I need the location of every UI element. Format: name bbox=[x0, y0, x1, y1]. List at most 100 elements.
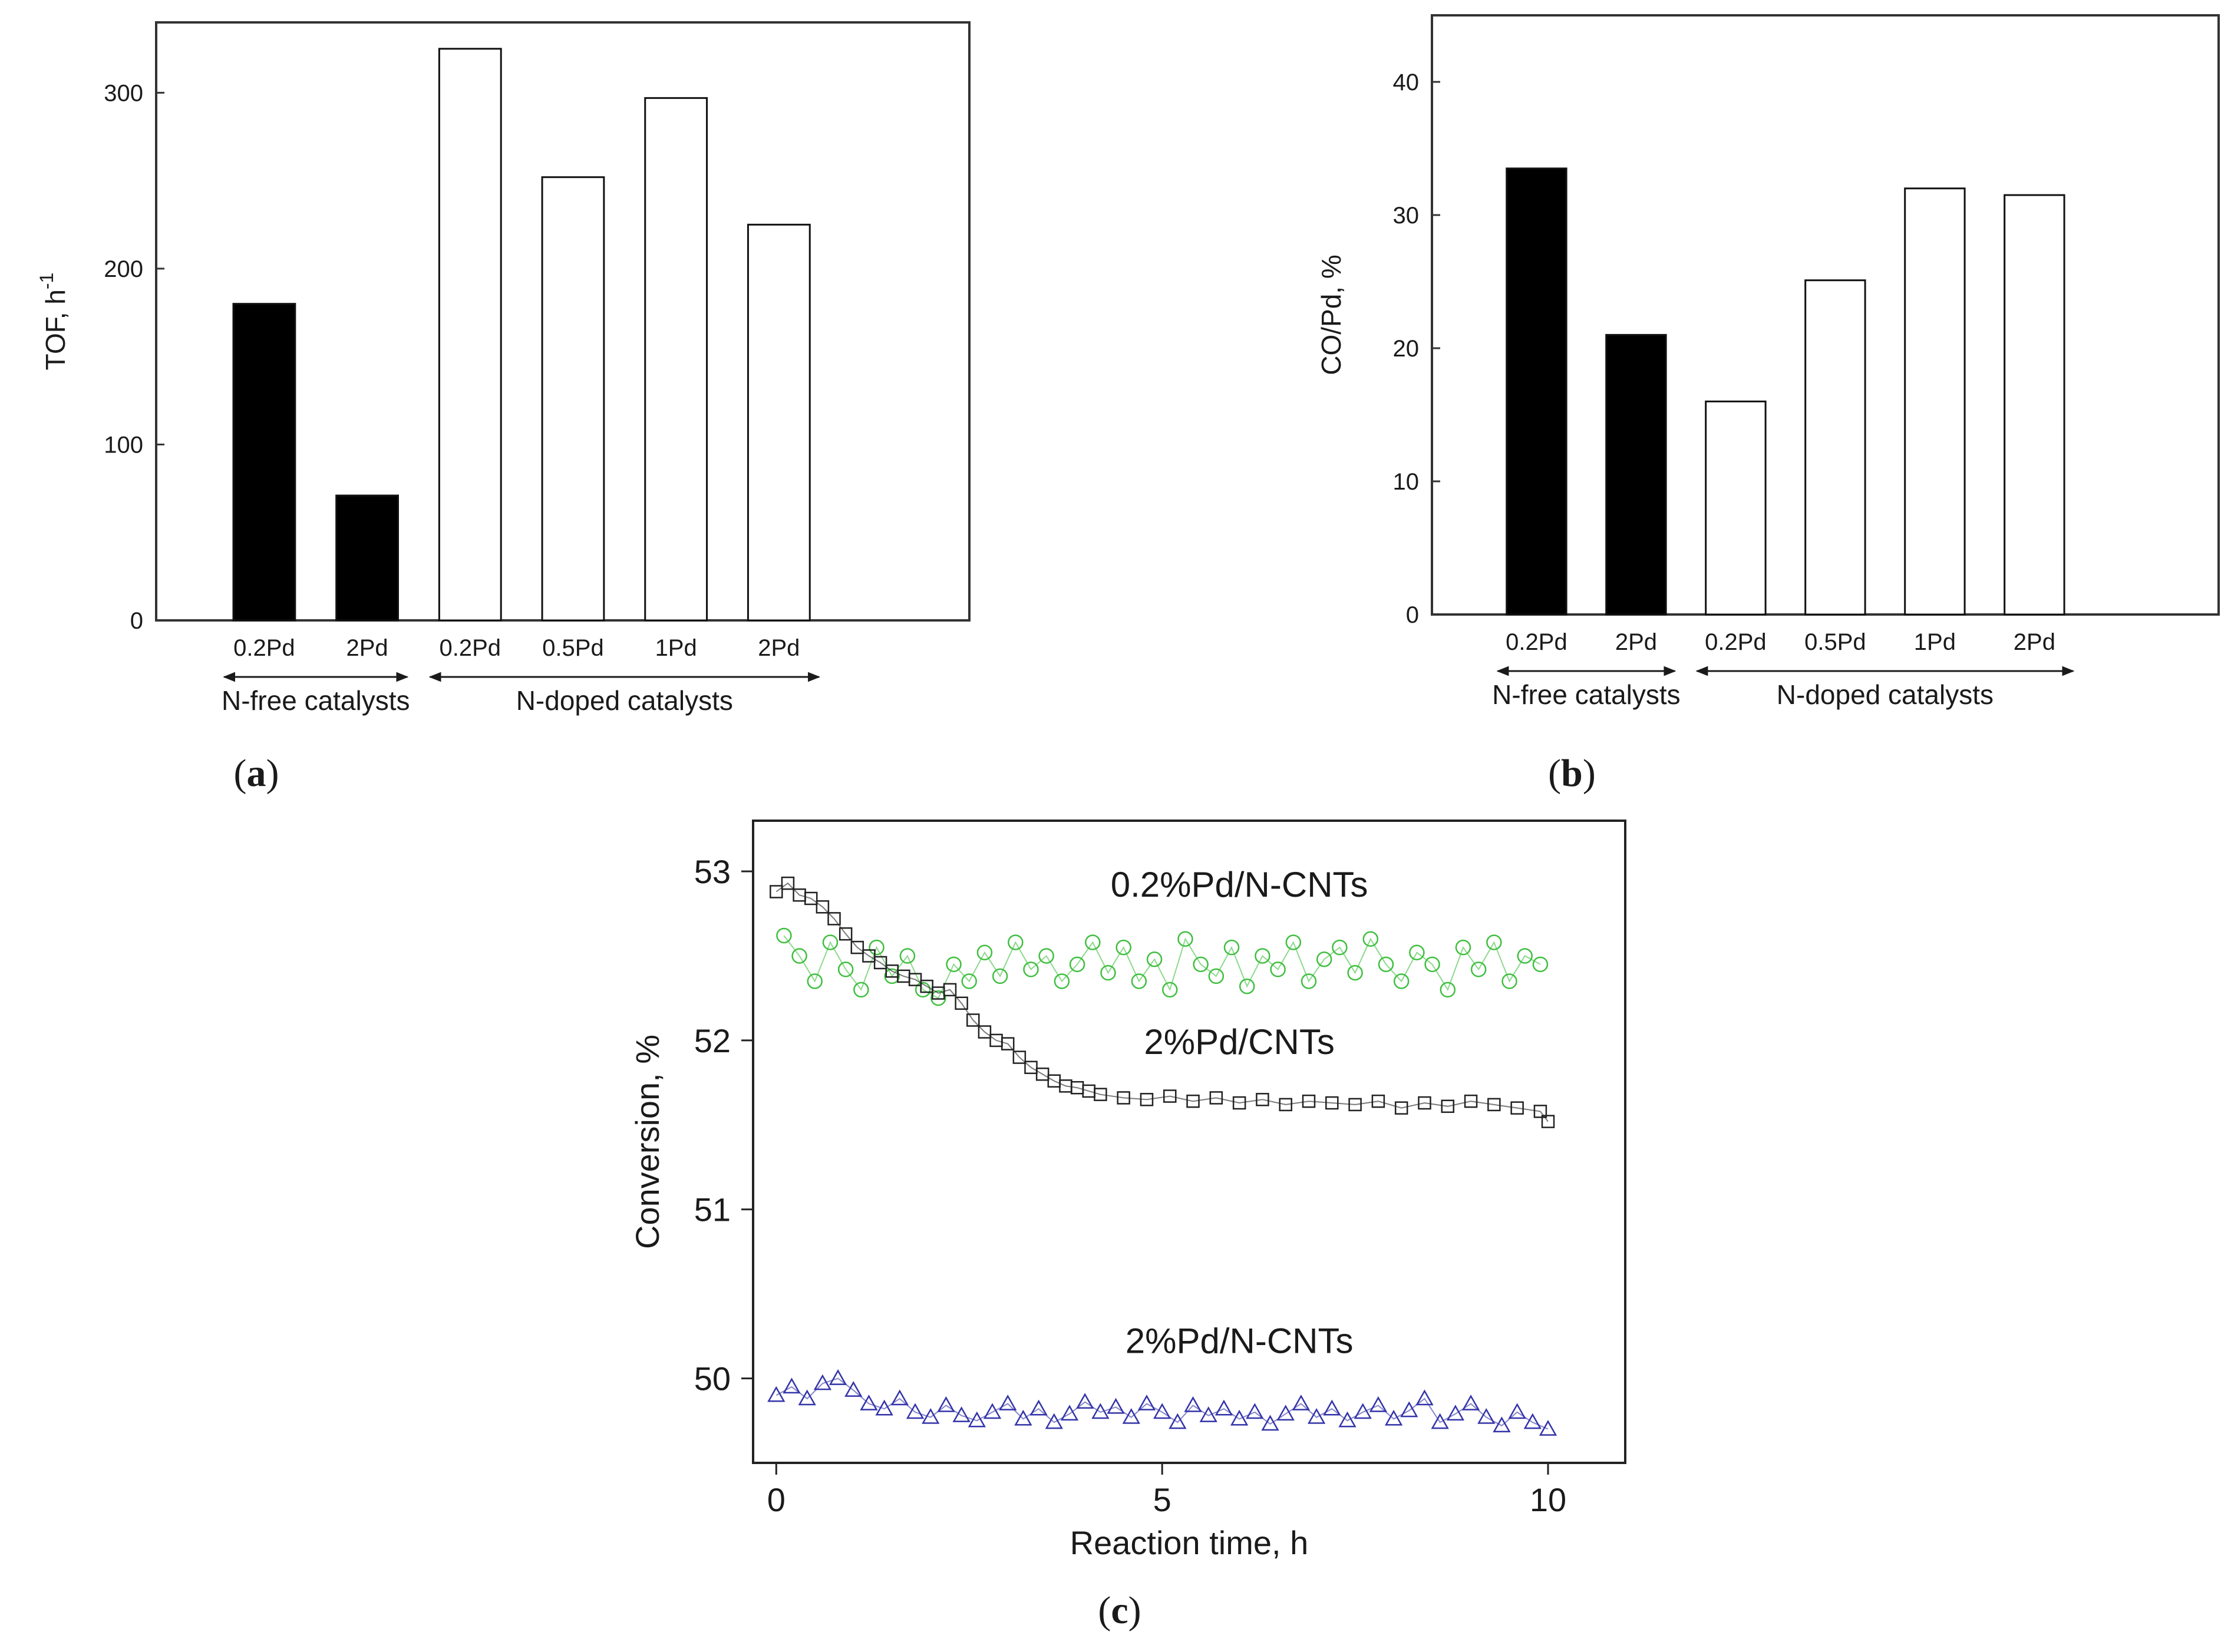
y-tick-label: 30 bbox=[1393, 203, 1420, 229]
bar bbox=[335, 494, 400, 622]
bar bbox=[644, 97, 708, 622]
data-point bbox=[1292, 1395, 1311, 1410]
data-point bbox=[1384, 1409, 1403, 1426]
label-text: ( bbox=[234, 752, 247, 795]
data-point bbox=[906, 1403, 925, 1419]
data-point bbox=[1116, 939, 1131, 956]
data-point bbox=[1455, 939, 1471, 956]
data-point bbox=[1508, 1403, 1526, 1419]
y-tick-label: 50 bbox=[694, 1360, 731, 1397]
data-point bbox=[1338, 1411, 1357, 1428]
data-point bbox=[1069, 956, 1085, 973]
data-point bbox=[978, 1025, 992, 1039]
data-point bbox=[1464, 1094, 1478, 1108]
y-tick-label: 20 bbox=[1393, 336, 1420, 362]
bar bbox=[1506, 167, 1567, 616]
label-text: c bbox=[1111, 1589, 1128, 1632]
data-point bbox=[1307, 1408, 1326, 1424]
data-point bbox=[837, 962, 854, 977]
bar bbox=[1804, 279, 1866, 616]
label-text: ( bbox=[1098, 1589, 1111, 1632]
data-point bbox=[1199, 1406, 1217, 1422]
data-point bbox=[1332, 939, 1348, 956]
data-point bbox=[1131, 973, 1147, 989]
data-point bbox=[1493, 1416, 1511, 1433]
x-tick-label: 0 bbox=[767, 1481, 786, 1518]
data-point bbox=[813, 1374, 832, 1390]
x-tick-label: 0.5Pd bbox=[1804, 629, 1866, 655]
data-point bbox=[1045, 1413, 1063, 1429]
data-point bbox=[1424, 956, 1440, 973]
data-point bbox=[1008, 934, 1024, 950]
data-point bbox=[1523, 1413, 1542, 1429]
data-point bbox=[1232, 1096, 1246, 1110]
data-point bbox=[1487, 1098, 1501, 1112]
data-point bbox=[1117, 1091, 1130, 1105]
data-point bbox=[873, 956, 887, 970]
data-point bbox=[1323, 1399, 1341, 1416]
data-point bbox=[822, 934, 839, 950]
y-tick-label: 51 bbox=[694, 1191, 731, 1228]
data-point bbox=[1076, 1393, 1094, 1409]
data-point bbox=[1060, 1405, 1079, 1421]
data-point bbox=[791, 948, 807, 964]
data-point bbox=[930, 990, 946, 1006]
data-point bbox=[1369, 1396, 1388, 1412]
series-label: 2%Pd/N-CNTs bbox=[1126, 1321, 1354, 1361]
data-point bbox=[1193, 956, 1209, 973]
data-point bbox=[1012, 1050, 1027, 1064]
x-tick-label: 1Pd bbox=[655, 635, 697, 661]
data-point bbox=[1348, 1098, 1362, 1112]
data-point bbox=[1140, 1093, 1154, 1106]
data-point bbox=[1208, 968, 1225, 984]
series-line bbox=[775, 882, 1549, 1122]
data-point bbox=[1035, 1068, 1050, 1081]
y-axis-label-superscript: -1 bbox=[36, 273, 57, 289]
y-axis-label: CO/Pd, % bbox=[1316, 255, 1346, 375]
bar bbox=[1904, 187, 1966, 616]
data-point bbox=[1038, 948, 1054, 964]
data-point bbox=[1461, 1395, 1480, 1410]
data-point bbox=[1094, 1088, 1107, 1101]
panel-label: (b) bbox=[1548, 752, 1596, 795]
label-text: ( bbox=[1548, 752, 1561, 795]
data-point bbox=[943, 983, 957, 997]
data-point bbox=[1347, 964, 1363, 981]
data-point bbox=[966, 1013, 980, 1027]
bar bbox=[2004, 194, 2065, 616]
data-point bbox=[1371, 1094, 1385, 1108]
data-point bbox=[1431, 1413, 1449, 1429]
y-tick-label: 40 bbox=[1393, 70, 1420, 95]
x-tick-label: 0.2Pd bbox=[1506, 629, 1567, 655]
data-point bbox=[1177, 931, 1193, 947]
data-point bbox=[1091, 1403, 1110, 1419]
y-axis-label: Conversion, % bbox=[629, 1035, 666, 1249]
data-point bbox=[968, 1411, 986, 1428]
data-point bbox=[1255, 948, 1270, 964]
data-point bbox=[1325, 1096, 1339, 1110]
data-point bbox=[952, 1406, 971, 1422]
data-point bbox=[1302, 1094, 1316, 1108]
bar bbox=[747, 223, 811, 622]
data-point bbox=[890, 1389, 909, 1406]
y-tick-label: 200 bbox=[104, 256, 143, 282]
y-tick-label: 52 bbox=[694, 1022, 731, 1059]
data-point bbox=[992, 968, 1008, 984]
data-point bbox=[1418, 1096, 1431, 1110]
data-point bbox=[884, 968, 900, 984]
x-tick-label: 0.2Pd bbox=[233, 635, 295, 661]
bar bbox=[438, 48, 502, 622]
series-line bbox=[783, 935, 1541, 999]
series-line bbox=[775, 1377, 1549, 1430]
series-label: 0.2%Pd/N-CNTs bbox=[1111, 865, 1368, 904]
data-point bbox=[1100, 964, 1116, 981]
data-point bbox=[1162, 982, 1178, 998]
bar bbox=[1605, 333, 1667, 616]
data-point bbox=[1214, 1399, 1233, 1416]
data-point bbox=[1517, 948, 1533, 964]
data-point bbox=[1393, 973, 1410, 989]
plot-frame bbox=[752, 820, 1626, 1464]
data-point bbox=[853, 982, 869, 998]
data-point bbox=[1023, 962, 1039, 977]
data-point bbox=[1270, 962, 1286, 977]
